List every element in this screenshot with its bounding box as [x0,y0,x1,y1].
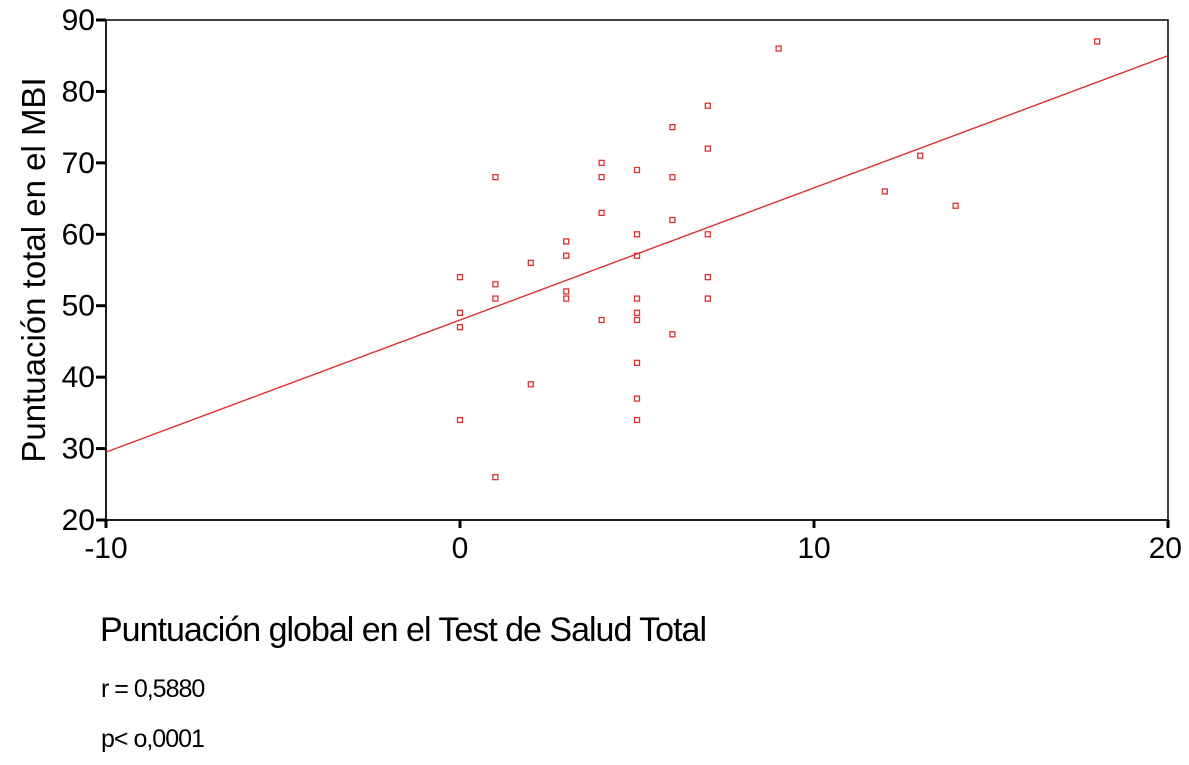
data-point [917,152,924,159]
data-point [704,273,711,281]
data-point [633,316,641,324]
data-point [633,252,641,259]
data-point [633,359,641,367]
data-point [669,173,676,181]
data-point [492,295,499,302]
data-point [598,316,605,324]
data-point [633,231,641,238]
data-point [456,323,464,331]
data-point [633,309,641,317]
data-point [563,238,570,245]
data-point [492,473,499,481]
data-point [669,123,676,131]
data-point [633,416,641,424]
y-tick-label: 80 [62,75,95,108]
x-tick-label: -10 [84,532,127,565]
correlation-coefficient: r = 0,5880 [101,675,205,703]
y-tick-label: 40 [62,361,95,394]
y-axis-ticks: 20 30 40 50 60 70 80 90 [62,4,106,537]
data-point [704,145,711,152]
data-point [633,295,641,302]
data-point [456,416,464,424]
y-tick-label: 50 [62,290,95,323]
data-point [704,102,711,109]
data-point [669,216,676,224]
x-tick-label: 0 [452,532,469,565]
data-point [563,288,570,295]
data-point [527,259,534,267]
x-tick-label: 10 [797,532,830,565]
p-value: p< o,0001 [101,725,205,753]
plot-area-frame [105,19,1169,521]
data-point [456,309,464,317]
data-point [456,273,464,281]
data-point [598,209,605,217]
y-tick-label: 70 [62,147,95,180]
data-point [492,173,499,181]
data-point [881,188,888,195]
y-axis-label: Puntuación total en el MBI [15,77,52,462]
data-point [1094,38,1101,45]
y-tick-label: 90 [62,4,95,37]
data-point [633,395,641,402]
data-point [527,381,534,388]
data-point [492,281,499,288]
data-point [704,231,711,238]
data-point [633,166,641,174]
y-tick-label: 20 [62,504,95,537]
data-point [563,252,570,259]
data-point [598,159,605,167]
data-point [669,331,676,338]
x-axis-label: Puntuación global en el Test de Salud To… [100,611,707,649]
y-tick-label: 30 [62,433,95,466]
data-point [775,45,782,52]
data-point [952,202,959,209]
data-points [456,38,1101,481]
data-point [598,173,605,181]
x-axis-ticks: -10 0 10 20 [84,520,1182,565]
data-point [563,295,570,302]
x-tick-label: 20 [1149,532,1182,565]
regression-line [105,55,1169,453]
data-point [704,295,711,302]
scatter-chart: 20 30 40 50 60 70 80 90 -10 0 10 20 Puntuación tot… [15,4,1182,565]
y-tick-label: 60 [62,218,95,251]
